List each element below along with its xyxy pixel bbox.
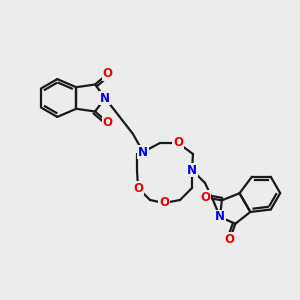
- Text: N: N: [215, 211, 225, 224]
- Text: O: O: [225, 233, 235, 246]
- Text: O: O: [103, 116, 113, 129]
- Text: O: O: [173, 136, 183, 149]
- Text: O: O: [133, 182, 143, 194]
- Text: O: O: [159, 196, 169, 209]
- Text: O: O: [200, 191, 211, 204]
- Text: N: N: [138, 146, 148, 158]
- Text: O: O: [103, 67, 113, 80]
- Text: N: N: [100, 92, 110, 104]
- Text: N: N: [187, 164, 197, 176]
